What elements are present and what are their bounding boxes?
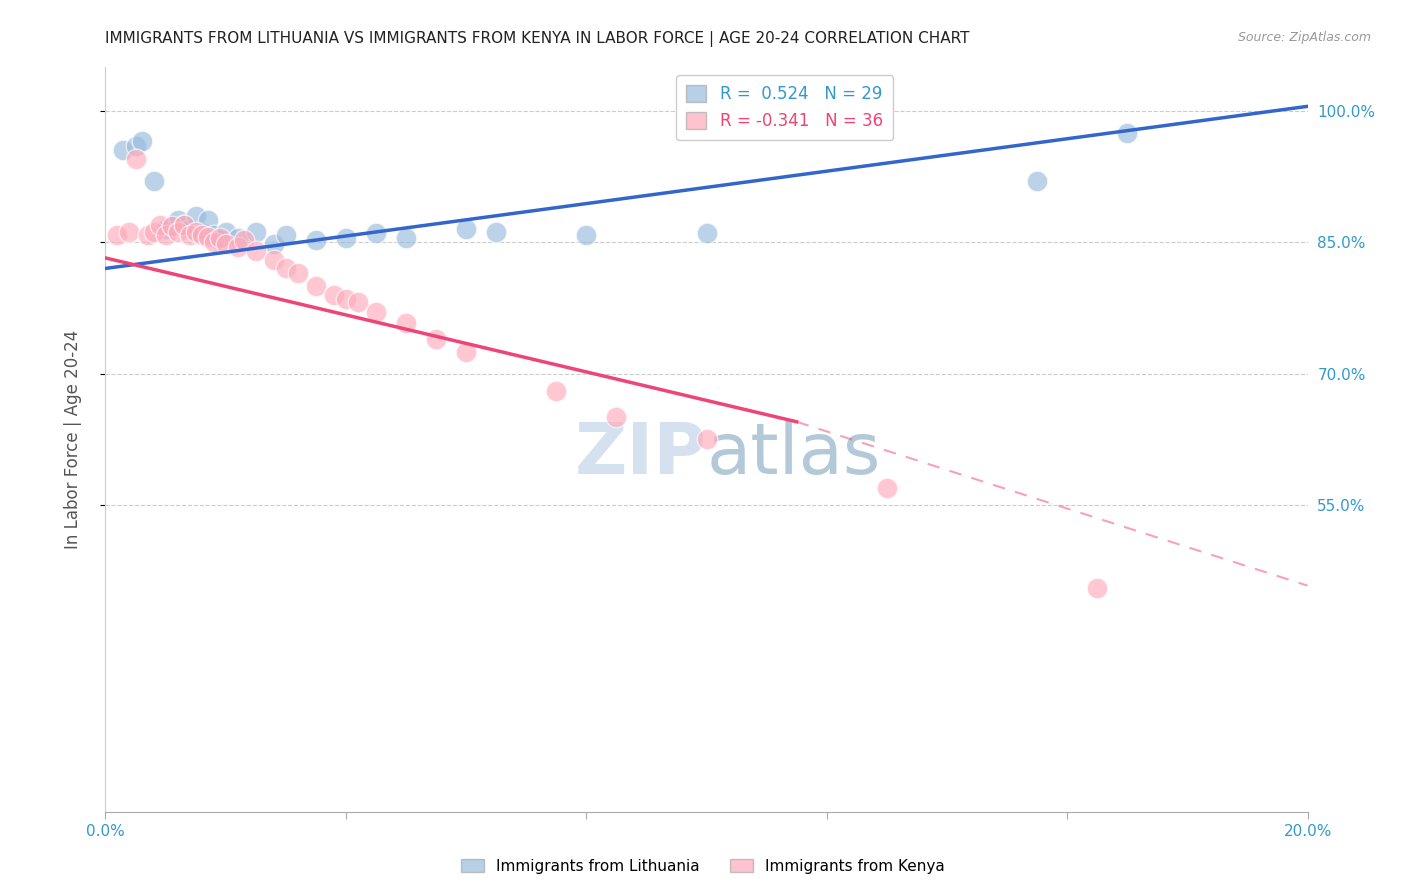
Point xyxy=(124,138,146,153)
Point xyxy=(202,228,225,243)
Point xyxy=(605,410,627,425)
Point xyxy=(575,228,598,243)
Point xyxy=(546,384,568,398)
Point xyxy=(136,228,159,243)
Point xyxy=(166,213,188,227)
Point xyxy=(232,234,254,248)
Text: ZIP: ZIP xyxy=(574,420,707,489)
Point xyxy=(696,227,718,241)
Point xyxy=(226,239,249,253)
Point xyxy=(395,231,418,245)
Point xyxy=(107,228,129,243)
Point xyxy=(166,225,188,239)
Point xyxy=(160,219,183,234)
Point xyxy=(876,481,898,495)
Point xyxy=(112,143,135,157)
Point xyxy=(364,305,387,319)
Point xyxy=(190,227,212,241)
Point xyxy=(322,287,344,301)
Point xyxy=(208,231,231,245)
Point xyxy=(179,222,201,236)
Point xyxy=(245,225,267,239)
Point xyxy=(335,231,357,245)
Legend: Immigrants from Lithuania, Immigrants from Kenya: Immigrants from Lithuania, Immigrants fr… xyxy=(454,853,952,880)
Point xyxy=(184,209,207,223)
Point xyxy=(197,213,219,227)
Point xyxy=(155,228,177,243)
Point xyxy=(696,433,718,447)
Point xyxy=(263,252,285,267)
Point xyxy=(173,218,195,232)
Point xyxy=(364,227,387,241)
Point xyxy=(184,225,207,239)
Point xyxy=(124,152,146,166)
Text: Source: ZipAtlas.com: Source: ZipAtlas.com xyxy=(1237,31,1371,45)
Point xyxy=(347,294,370,309)
Point xyxy=(160,218,183,232)
Point xyxy=(274,228,297,243)
Point xyxy=(214,236,236,251)
Y-axis label: In Labor Force | Age 20-24: In Labor Force | Age 20-24 xyxy=(63,330,82,549)
Point xyxy=(335,292,357,306)
Point xyxy=(305,279,328,293)
Point xyxy=(142,225,165,239)
Text: atlas: atlas xyxy=(707,420,882,489)
Point xyxy=(485,225,508,239)
Point xyxy=(179,228,201,243)
Point xyxy=(1085,582,1108,596)
Point xyxy=(118,225,141,239)
Point xyxy=(287,266,309,280)
Point xyxy=(1026,174,1049,188)
Point xyxy=(305,234,328,248)
Point xyxy=(155,222,177,236)
Point xyxy=(226,231,249,245)
Point xyxy=(454,344,477,359)
Legend: R =  0.524   N = 29, R = -0.341   N = 36: R = 0.524 N = 29, R = -0.341 N = 36 xyxy=(676,75,893,140)
Point xyxy=(1116,126,1139,140)
Point xyxy=(197,230,219,244)
Text: IMMIGRANTS FROM LITHUANIA VS IMMIGRANTS FROM KENYA IN LABOR FORCE | AGE 20-24 CO: IMMIGRANTS FROM LITHUANIA VS IMMIGRANTS … xyxy=(105,31,970,47)
Point xyxy=(214,225,236,239)
Point xyxy=(131,135,153,149)
Point xyxy=(245,244,267,258)
Point xyxy=(425,332,447,346)
Point xyxy=(274,261,297,276)
Point xyxy=(208,234,231,248)
Point xyxy=(263,236,285,251)
Point xyxy=(454,222,477,236)
Point xyxy=(202,235,225,249)
Point xyxy=(148,218,170,232)
Point xyxy=(173,218,195,232)
Point xyxy=(142,174,165,188)
Point xyxy=(190,228,212,243)
Point xyxy=(395,316,418,330)
